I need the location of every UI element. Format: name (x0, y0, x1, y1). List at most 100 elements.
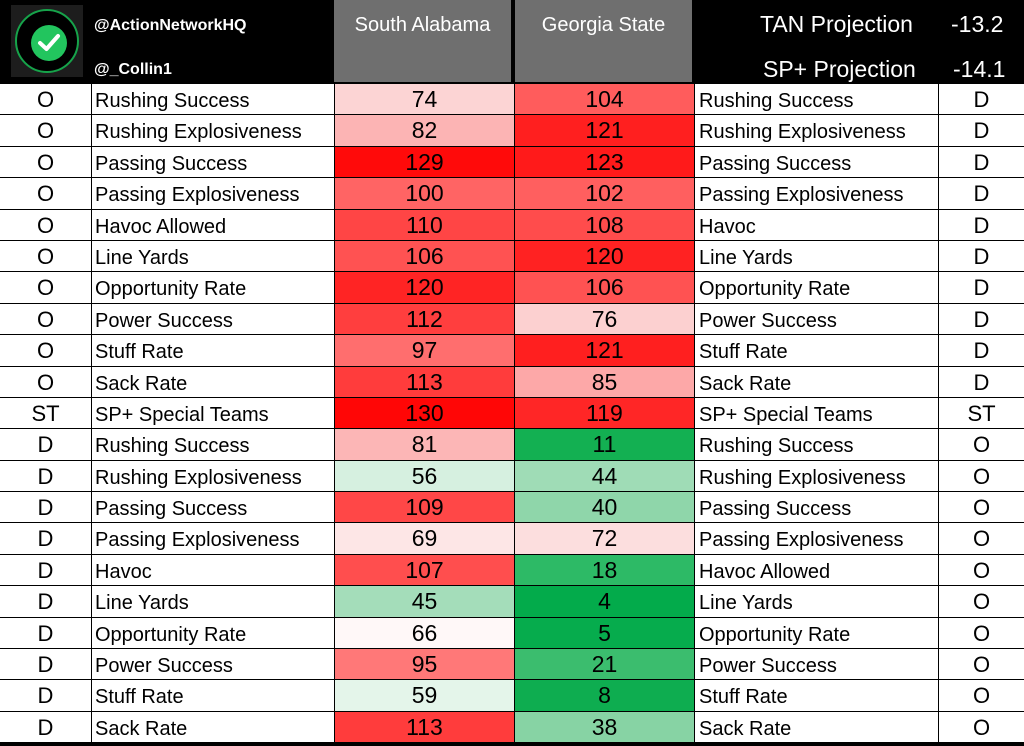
table-row: ST SP+ Special Teams 130 119 SP+ Special Tea… (0, 397, 1024, 430)
side-left-cell: O (0, 146, 91, 179)
south-alabama-rank-cell: 56 (334, 460, 514, 493)
side-left-cell: O (0, 272, 91, 304)
metric-right-cell: Opportunity Rate (694, 617, 938, 650)
georgia-state-rank-cell: 40 (514, 492, 694, 524)
side-left-cell: D (0, 460, 91, 493)
south-alabama-rank-cell: 107 (334, 554, 514, 587)
metric-left-cell: Passing Success (91, 146, 334, 179)
team-header-right: Georgia State (515, 0, 692, 82)
metric-right-cell: Passing Success (694, 492, 938, 524)
side-left-cell: O (0, 366, 91, 398)
metric-right-cell: Line Yards (694, 586, 938, 618)
metric-right-cell: Rushing Success (694, 429, 938, 461)
side-left-cell: O (0, 303, 91, 336)
side-right-cell: D (938, 178, 1024, 210)
south-alabama-rank-cell: 66 (334, 617, 514, 650)
georgia-state-rank-cell: 120 (514, 240, 694, 273)
side-right-cell: D (938, 84, 1024, 116)
table-row: O Power Success 112 76 Power Success D (0, 303, 1024, 336)
table-row: D Passing Success 109 40 Passing Success O (0, 492, 1024, 524)
georgia-state-rank-cell: 72 (514, 523, 694, 555)
metric-left-cell: Sack Rate (91, 711, 334, 744)
georgia-state-rank-cell: 21 (514, 649, 694, 681)
table-row: D Rushing Success 81 11 Rushing Success O (0, 429, 1024, 461)
checkmark-icon (31, 25, 67, 61)
handle-top: @ActionNetworkHQ (94, 17, 247, 34)
south-alabama-rank-cell: 110 (334, 209, 514, 241)
georgia-state-rank-cell: 123 (514, 146, 694, 179)
metric-left-cell: Line Yards (91, 240, 334, 273)
side-right-cell: O (938, 460, 1024, 493)
metric-left-cell: Havoc Allowed (91, 209, 334, 241)
side-right-cell: D (938, 240, 1024, 273)
table-row: O Stuff Rate 97 121 Stuff Rate D (0, 335, 1024, 367)
side-right-cell: D (938, 209, 1024, 241)
sp-projection-value: -14.1 (953, 56, 1006, 82)
south-alabama-rank-cell: 113 (334, 711, 514, 744)
side-left-cell: O (0, 335, 91, 367)
metric-right-cell: Rushing Explosiveness (694, 115, 938, 147)
side-right-cell: O (938, 492, 1024, 524)
side-right-cell: O (938, 711, 1024, 744)
south-alabama-rank-cell: 69 (334, 523, 514, 555)
metric-left-cell: Passing Explosiveness (91, 178, 334, 210)
logo-ring (15, 9, 79, 73)
table-row: O Havoc Allowed 110 108 Havoc D (0, 209, 1024, 241)
header: @ActionNetworkHQ @_Collin1 South Alabama… (0, 0, 1024, 84)
side-left-cell: D (0, 680, 91, 712)
side-left-cell: O (0, 209, 91, 241)
georgia-state-rank-cell: 121 (514, 335, 694, 367)
side-left-cell: D (0, 492, 91, 524)
table-row: D Passing Explosiveness 69 72 Passing Explos… (0, 523, 1024, 555)
metric-right-cell: Rushing Success (694, 84, 938, 116)
south-alabama-rank-cell: 120 (334, 272, 514, 304)
team-header-left: South Alabama (334, 0, 511, 82)
table-row: D Opportunity Rate 66 5 Opportunity Rate O (0, 617, 1024, 650)
georgia-state-rank-cell: 44 (514, 460, 694, 493)
metric-left-cell: Opportunity Rate (91, 617, 334, 650)
metric-left-cell: Rushing Success (91, 84, 334, 116)
metric-left-cell: Passing Success (91, 492, 334, 524)
metric-left-cell: Power Success (91, 649, 334, 681)
south-alabama-rank-cell: 74 (334, 84, 514, 116)
georgia-state-rank-cell: 11 (514, 429, 694, 461)
georgia-state-rank-cell: 102 (514, 178, 694, 210)
georgia-state-rank-cell: 38 (514, 711, 694, 744)
metric-right-cell: Havoc Allowed (694, 554, 938, 587)
table-row: D Sack Rate 113 38 Sack Rate O (0, 711, 1024, 744)
handle-bottom: @_Collin1 (94, 61, 172, 78)
metric-right-cell: Sack Rate (694, 711, 938, 744)
metric-right-cell: Sack Rate (694, 366, 938, 398)
side-right-cell: D (938, 272, 1024, 304)
georgia-state-rank-cell: 18 (514, 554, 694, 587)
metric-left-cell: Rushing Explosiveness (91, 115, 334, 147)
side-right-cell: O (938, 617, 1024, 650)
side-left-cell: D (0, 554, 91, 587)
south-alabama-rank-cell: 97 (334, 335, 514, 367)
georgia-state-rank-cell: 5 (514, 617, 694, 650)
table-row: O Passing Success 129 123 Passing Success D (0, 146, 1024, 179)
tan-projection-label: TAN Projection (760, 11, 913, 37)
georgia-state-rank-cell: 8 (514, 680, 694, 712)
side-right-cell: D (938, 115, 1024, 147)
sp-projection-label: SP+ Projection (763, 56, 916, 82)
table-row: O Sack Rate 113 85 Sack Rate D (0, 366, 1024, 398)
table-row: O Rushing Success 74 104 Rushing Success D (0, 84, 1024, 116)
side-right-cell: D (938, 303, 1024, 336)
metric-right-cell: SP+ Special Teams (694, 397, 938, 430)
side-right-cell: O (938, 554, 1024, 587)
side-right-cell: ST (938, 397, 1024, 430)
table-row: O Line Yards 106 120 Line Yards D (0, 240, 1024, 273)
metric-right-cell: Passing Explosiveness (694, 178, 938, 210)
metric-left-cell: Rushing Success (91, 429, 334, 461)
side-left-cell: O (0, 178, 91, 210)
side-left-cell: D (0, 429, 91, 461)
side-right-cell: O (938, 429, 1024, 461)
table-row: O Opportunity Rate 120 106 Opportunity Rate D (0, 272, 1024, 304)
metric-right-cell: Power Success (694, 303, 938, 336)
tan-projection-value: -13.2 (951, 11, 1004, 37)
side-right-cell: O (938, 586, 1024, 618)
side-left-cell: D (0, 586, 91, 618)
south-alabama-rank-cell: 81 (334, 429, 514, 461)
table-row: D Power Success 95 21 Power Success O (0, 649, 1024, 681)
